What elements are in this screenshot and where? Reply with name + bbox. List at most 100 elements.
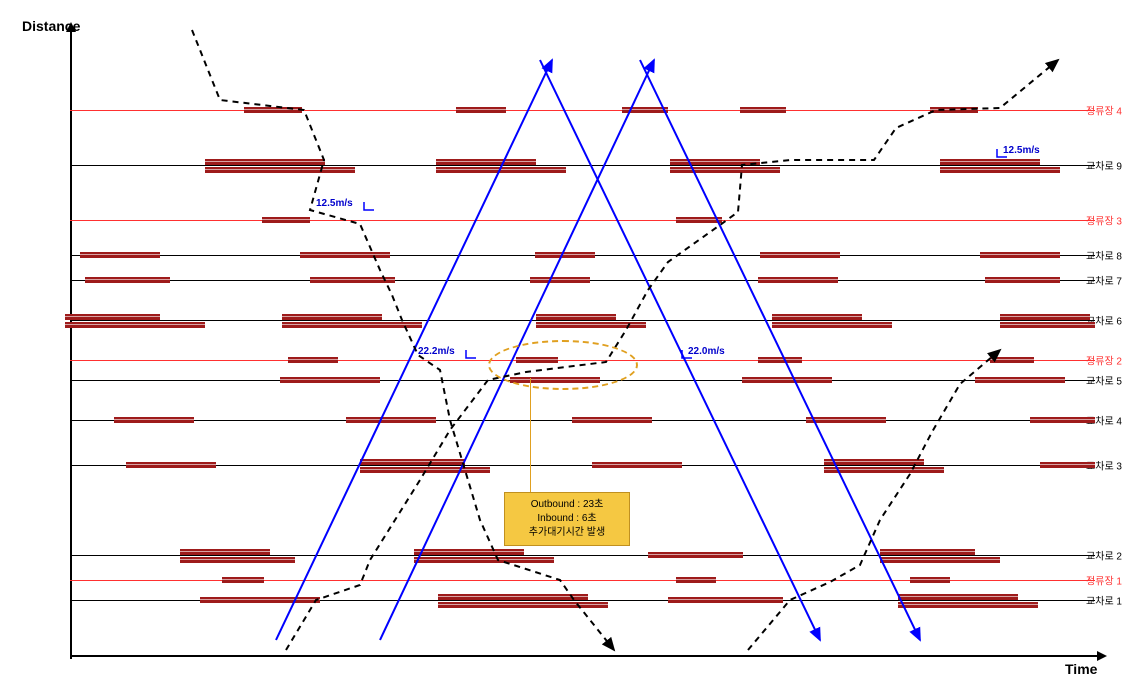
row-line-int6 [70, 320, 1095, 321]
signal-bar [668, 597, 783, 603]
row-label-stop4: 정류장 4 [1060, 103, 1122, 118]
signal-bar [898, 594, 1018, 600]
signal-bar [1000, 322, 1095, 328]
signal-bar [282, 314, 382, 320]
callout-box: Outbound : 23초Inbound : 6초추가대기시간 발생 [504, 492, 630, 546]
signal-bar [910, 577, 950, 583]
signal-bar [80, 252, 160, 258]
signal-bar [824, 459, 924, 465]
highlight-ellipse [488, 340, 638, 390]
signal-bar [244, 107, 302, 113]
callout-line-text: Inbound : 6초 [513, 512, 621, 526]
signal-bar [65, 322, 205, 328]
signal-bar [360, 467, 490, 473]
row-label-int8: 교차로 8 [1060, 248, 1122, 263]
row-label-stop2: 정류장 2 [1060, 353, 1122, 368]
row-label-int1: 교차로 1 [1060, 593, 1122, 608]
signal-bar [360, 459, 465, 465]
signal-bar [990, 357, 1034, 363]
row-label-int9: 교차로 9 [1060, 158, 1122, 173]
signal-bar [438, 602, 608, 608]
signal-bar [940, 167, 1060, 173]
signal-bar [300, 252, 390, 258]
x-axis-arrow [1097, 651, 1107, 661]
signal-bar [114, 417, 194, 423]
signal-bar [592, 462, 682, 468]
signal-bar [530, 277, 590, 283]
speed-label: 22.0m/s [688, 346, 725, 357]
signal-bar [760, 252, 840, 258]
row-line-int9 [70, 165, 1095, 166]
time-distance-chart: DistanceTime정류장 4교차로 9정류장 3교차로 8교차로 7교차로… [0, 0, 1122, 688]
signal-bar [536, 322, 646, 328]
row-label-stop3: 정류장 3 [1060, 213, 1122, 228]
signal-bar [824, 467, 944, 473]
signal-bar [980, 252, 1060, 258]
x-axis-label: Time [1065, 661, 1097, 677]
callout-line-text: Outbound : 23초 [513, 498, 621, 512]
callout-leader [530, 378, 531, 492]
signal-bar [985, 277, 1060, 283]
signal-bar [200, 597, 320, 603]
signal-bar [288, 357, 338, 363]
row-label-int7: 교차로 7 [1060, 273, 1122, 288]
row-label-int5: 교차로 5 [1060, 373, 1122, 388]
signal-bar [222, 577, 264, 583]
signal-bar [676, 577, 716, 583]
signal-bar [180, 557, 295, 563]
signal-bar [1040, 462, 1095, 468]
signal-bar [262, 217, 310, 223]
signal-bar [880, 557, 1000, 563]
signal-bar [758, 357, 802, 363]
signal-bar [758, 277, 838, 283]
signal-bar [205, 159, 325, 165]
signal-bar [940, 159, 1040, 165]
speed-label: 22.2m/s [418, 346, 455, 357]
signal-bar [436, 167, 566, 173]
signal-bar [648, 552, 743, 558]
row-line-int2 [70, 555, 1095, 556]
signal-bar [414, 557, 554, 563]
signal-bar [310, 277, 395, 283]
row-label-stop1: 정류장 1 [1060, 573, 1122, 588]
signal-bar [414, 549, 524, 555]
signal-bar [1000, 314, 1090, 320]
x-axis-line [70, 655, 1101, 657]
row-label-int2: 교차로 2 [1060, 548, 1122, 563]
signal-bar [180, 549, 270, 555]
signal-bar [346, 417, 436, 423]
signal-bar [572, 417, 652, 423]
signal-bar [436, 159, 536, 165]
signal-bar [1030, 417, 1095, 423]
signal-bar [676, 217, 722, 223]
signal-bar [438, 594, 588, 600]
signal-bar [670, 159, 760, 165]
signal-bar [85, 277, 170, 283]
signal-bar [536, 314, 616, 320]
signal-bar [622, 107, 668, 113]
signal-bar [65, 314, 160, 320]
callout-line-text: 추가대기시간 발생 [513, 526, 621, 540]
y-axis-line [70, 30, 72, 659]
y-axis-arrow [66, 22, 76, 32]
signal-bar [772, 322, 892, 328]
signal-bar [930, 107, 978, 113]
speed-label: 12.5m/s [316, 198, 353, 209]
signal-bar [456, 107, 506, 113]
row-line-stop3 [70, 220, 1095, 221]
signal-bar [282, 322, 422, 328]
signal-bar [205, 167, 355, 173]
signal-bar [742, 377, 832, 383]
signal-bar [772, 314, 862, 320]
signal-bar [975, 377, 1065, 383]
signal-bar [880, 549, 975, 555]
signal-bar [535, 252, 595, 258]
signal-bar [126, 462, 216, 468]
signal-bar [280, 377, 380, 383]
row-line-int3 [70, 465, 1095, 466]
signal-bar [670, 167, 780, 173]
signal-bar [898, 602, 1038, 608]
signal-bar [806, 417, 886, 423]
speed-label: 12.5m/s [1003, 145, 1040, 156]
signal-bar [740, 107, 786, 113]
